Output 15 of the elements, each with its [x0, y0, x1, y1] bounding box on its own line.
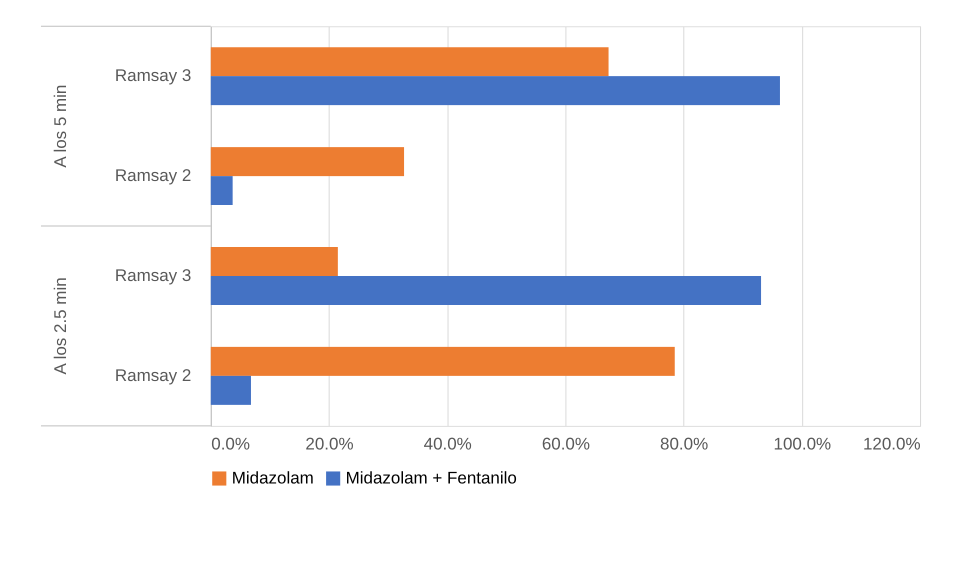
x-tick-label: 40.0% [424, 434, 472, 454]
legend-label: Midazolam [232, 468, 314, 488]
x-tick-label: 120.0% [862, 434, 921, 454]
x-tick-label: 80.0% [660, 434, 708, 454]
y-tick-label: Ramsay 2 [114, 366, 192, 385]
x-tick-label: 20.0% [305, 434, 354, 454]
text: A los 2.5 min [50, 277, 70, 374]
legend-label: Midazolam + Fentanilo [346, 468, 517, 488]
x-tick-label: 60.0% [542, 434, 590, 454]
x-tick-label: 100.0% [774, 434, 832, 454]
y-tick-label: Ramsay 2 [114, 166, 192, 186]
text: A los 5 min [50, 84, 70, 168]
x-tick-label: 0.0% [211, 434, 250, 454]
y-tick-label: Ramsay 3 [114, 266, 192, 285]
y-tick-label: Ramsay 3 [114, 66, 192, 86]
